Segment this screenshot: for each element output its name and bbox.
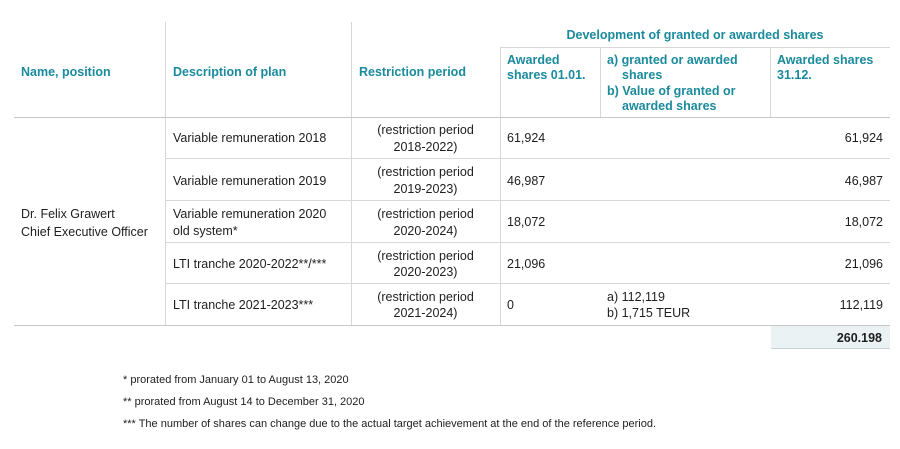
total-cell: 260.198 bbox=[771, 326, 890, 349]
row-1-restriction-l1: (restriction period bbox=[377, 123, 474, 137]
row-1-restriction-l2: 2018-2022) bbox=[393, 140, 458, 154]
col-header-awarded-end-l2: 31.12. bbox=[777, 68, 812, 82]
footnote-2: ** prorated from August 14 to December 3… bbox=[123, 396, 365, 408]
row-2-awarded-start: 46,987 bbox=[507, 174, 546, 188]
col-header-granted-l3: b) Value of granted or bbox=[607, 84, 736, 98]
col-divider-1 bbox=[165, 22, 166, 326]
row-5-awarded-start: 0 bbox=[507, 298, 514, 312]
row-3-restriction-l2: 2020-2024) bbox=[393, 224, 458, 238]
row-4-awarded-end: 21,096 bbox=[844, 257, 883, 271]
row-4-restriction-l1: (restriction period bbox=[377, 249, 474, 263]
row-2-plan: Variable remuneration 2019 bbox=[173, 174, 327, 188]
footnote-1: * prorated from January 01 to August 13,… bbox=[123, 374, 349, 386]
row-4-awarded-start: 21,096 bbox=[507, 257, 546, 271]
col-header-awarded-end-l1: Awarded shares bbox=[777, 53, 874, 67]
col-header-restriction: Restriction period bbox=[359, 65, 466, 79]
group-header-divider bbox=[500, 47, 890, 48]
col-divider-2 bbox=[351, 22, 352, 326]
row-1-awarded-end: 61,924 bbox=[844, 131, 883, 145]
row-5-granted-a: a) 112,119 bbox=[607, 290, 665, 304]
row-5-restriction-l2: 2021-2024) bbox=[393, 306, 458, 320]
row-5-restriction-l1: (restriction period bbox=[377, 290, 474, 304]
col-header-granted-l2: shares bbox=[622, 68, 663, 82]
row-2-restriction-l2: 2019-2023) bbox=[393, 182, 458, 196]
row-4-plan: LTI tranche 2020-2022**/*** bbox=[173, 257, 327, 271]
col-header-plan: Description of plan bbox=[173, 65, 287, 79]
header-bottom-line bbox=[14, 117, 890, 118]
col-header-awarded-start-l2: shares 01.01. bbox=[507, 68, 586, 82]
col-header-granted-l4: awarded shares bbox=[622, 99, 717, 113]
row-3-awarded-start: 18,072 bbox=[507, 215, 546, 229]
group-header: Development of granted or awarded shares bbox=[566, 28, 824, 42]
row-divider-1 bbox=[165, 158, 890, 159]
row-3-awarded-end: 18,072 bbox=[844, 215, 883, 229]
row-divider-3 bbox=[165, 242, 890, 243]
row-5-plan: LTI tranche 2021-2023*** bbox=[173, 298, 314, 312]
row-4-restriction-l2: 2020-2023) bbox=[393, 265, 458, 279]
footnote-3: *** The number of shares can change due … bbox=[123, 418, 657, 430]
row-1-awarded-start: 61,924 bbox=[507, 131, 546, 145]
row-3-restriction-l1: (restriction period bbox=[377, 207, 474, 221]
person-position: Chief Executive Officer bbox=[21, 225, 148, 239]
total-value: 260.198 bbox=[836, 331, 882, 345]
row-2-awarded-end: 46,987 bbox=[844, 174, 883, 188]
row-2-restriction-l1: (restriction period bbox=[377, 165, 474, 179]
col-divider-3 bbox=[500, 47, 501, 326]
row-5-granted-b: b) 1,715 TEUR bbox=[607, 306, 691, 320]
row-3-plan-l2: old system* bbox=[173, 224, 238, 238]
row-divider-4 bbox=[165, 283, 890, 284]
col-header-name: Name, position bbox=[21, 65, 111, 79]
row-1-plan: Variable remuneration 2018 bbox=[173, 131, 327, 145]
row-5-awarded-end: 112,119 bbox=[839, 298, 883, 312]
row-divider-2 bbox=[165, 200, 890, 201]
col-header-awarded-start-l1: Awarded bbox=[507, 53, 560, 67]
col-divider-5-header bbox=[770, 47, 771, 117]
col-divider-4-header bbox=[600, 47, 601, 117]
row-3-plan-l1: Variable remuneration 2020 bbox=[173, 207, 327, 221]
person-name: Dr. Felix Grawert bbox=[21, 207, 115, 221]
table-bottom-line bbox=[14, 325, 890, 326]
col-header-granted-l1: a) granted or awarded bbox=[607, 53, 738, 67]
